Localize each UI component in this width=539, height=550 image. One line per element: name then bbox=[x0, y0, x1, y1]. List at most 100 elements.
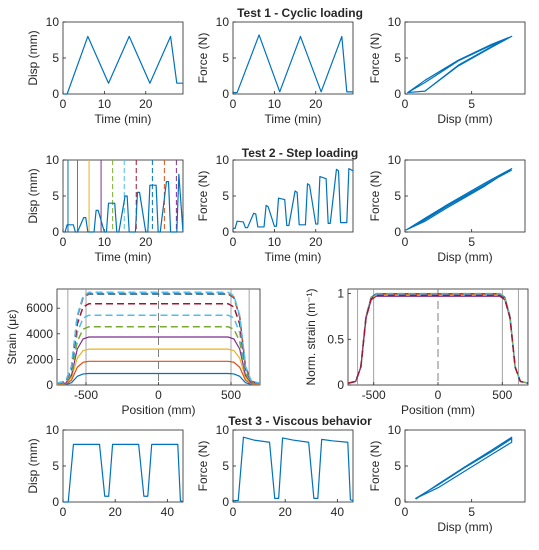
y-axis-label: Disp (mm) bbox=[26, 438, 40, 493]
y-tick-label: 0 bbox=[337, 378, 344, 392]
y-tick-label: 10 bbox=[46, 15, 60, 29]
y-axis-label: Force (N) bbox=[368, 441, 382, 492]
y-tick-label: 10 bbox=[216, 423, 230, 437]
chart-t3-force-disp: 0 5 0 5 10 Disp (mm) Force (N) bbox=[368, 423, 526, 534]
x-tick-label: 0 bbox=[230, 235, 237, 249]
y-tick-label: 10 bbox=[46, 423, 60, 437]
x-axis-label: Time (min) bbox=[95, 250, 152, 264]
y-tick-label: 10 bbox=[388, 423, 402, 437]
y-axis-label: Strain (με) bbox=[5, 310, 19, 365]
chart-t1-force-disp: 0 5 0 5 10 Disp (mm) Force (N) bbox=[368, 15, 526, 126]
x-axis-label: Time (min) bbox=[265, 250, 322, 264]
x-tick-label: -500 bbox=[74, 388, 98, 402]
chart-norm-strain-position: -500 0 500 0 0.5 1 Position (mm) Norm. strain (… bbox=[304, 287, 529, 417]
axes-box bbox=[62, 429, 184, 503]
x-tick-label: 0 bbox=[402, 505, 409, 519]
y-tick-label: 5 bbox=[222, 189, 229, 203]
series-line bbox=[405, 168, 513, 231]
x-tick-label: 40 bbox=[331, 505, 345, 519]
y-tick-label: 10 bbox=[388, 153, 402, 167]
x-tick-label: 0 bbox=[230, 97, 237, 111]
series-line bbox=[56, 360, 261, 386]
y-tick-label: 2000 bbox=[26, 352, 53, 366]
y-tick-label: 10 bbox=[216, 15, 230, 29]
y-axis-label: Force (N) bbox=[196, 441, 210, 492]
y-axis-label: Disp (mm) bbox=[26, 30, 40, 85]
y-tick-label: 1 bbox=[337, 287, 344, 301]
series-line bbox=[233, 168, 354, 229]
y-tick-label: 0 bbox=[222, 495, 229, 509]
series-line bbox=[347, 294, 529, 384]
y-axis-label: Norm. strain (m⁻¹) bbox=[304, 289, 318, 386]
x-tick-label: 10 bbox=[268, 235, 282, 249]
x-axis-label: Disp (mm) bbox=[437, 250, 492, 264]
y-axis-label: Disp (mm) bbox=[26, 168, 40, 223]
series-line bbox=[407, 35, 513, 94]
x-tick-label: 10 bbox=[268, 97, 282, 111]
chart-t2-force-disp: 0 5 0 5 10 Disp (mm) Force (N) bbox=[368, 153, 526, 264]
x-axis-label: Time (min) bbox=[265, 112, 322, 126]
x-tick-label: 0 bbox=[230, 505, 237, 519]
y-tick-label: 0.5 bbox=[327, 332, 344, 346]
x-tick-label: 500 bbox=[221, 388, 241, 402]
x-tick-label: 0 bbox=[60, 97, 67, 111]
y-tick-label: 0 bbox=[52, 495, 59, 509]
x-axis-label: Position (mm) bbox=[401, 403, 475, 417]
x-tick-label: 500 bbox=[492, 388, 512, 402]
y-tick-label: 5 bbox=[52, 51, 59, 65]
x-tick-label: 5 bbox=[468, 505, 475, 519]
y-tick-label: 10 bbox=[388, 15, 402, 29]
y-tick-label: 0 bbox=[46, 378, 53, 392]
y-tick-label: 10 bbox=[216, 153, 230, 167]
x-tick-label: 5 bbox=[468, 235, 475, 249]
y-tick-label: 0 bbox=[222, 87, 229, 101]
x-tick-label: 0 bbox=[60, 235, 67, 249]
x-tick-label: 0 bbox=[60, 505, 67, 519]
section-title-test3: Test 3 - Viscous behavior bbox=[228, 414, 372, 428]
series-line bbox=[63, 173, 184, 233]
x-tick-label: 40 bbox=[161, 505, 175, 519]
y-tick-label: 0 bbox=[222, 225, 229, 239]
y-tick-label: 5 bbox=[52, 459, 59, 473]
x-tick-label: 0 bbox=[435, 388, 442, 402]
axes-box bbox=[232, 159, 354, 233]
y-tick-label: 6000 bbox=[26, 301, 53, 315]
y-tick-label: 0 bbox=[52, 225, 59, 239]
x-tick-label: 20 bbox=[309, 235, 323, 249]
y-axis-label: Force (N) bbox=[368, 33, 382, 84]
y-tick-label: 10 bbox=[46, 153, 60, 167]
x-tick-label: 20 bbox=[139, 235, 153, 249]
axes-box bbox=[232, 429, 354, 503]
section-title-test1: Test 1 - Cyclic loading bbox=[237, 6, 363, 20]
series-line bbox=[63, 35, 183, 95]
axes-box bbox=[62, 21, 184, 95]
x-tick-label: 20 bbox=[108, 505, 122, 519]
series-line bbox=[56, 348, 261, 385]
y-tick-label: 5 bbox=[394, 459, 401, 473]
series-line bbox=[233, 34, 353, 94]
series-line bbox=[56, 372, 261, 386]
series-line bbox=[56, 291, 261, 384]
y-axis-label: Force (N) bbox=[196, 33, 210, 84]
x-axis-label: Position (mm) bbox=[121, 403, 195, 417]
series-line bbox=[415, 436, 513, 500]
series-line bbox=[63, 443, 184, 503]
x-axis-label: Disp (mm) bbox=[437, 112, 492, 126]
x-tick-label: 0 bbox=[402, 97, 409, 111]
y-tick-label: 0 bbox=[394, 87, 401, 101]
x-tick-label: 20 bbox=[309, 97, 323, 111]
x-axis-label: Disp (mm) bbox=[437, 520, 492, 534]
x-tick-label: 0 bbox=[402, 235, 409, 249]
section-title-test2: Test 2 - Step loading bbox=[242, 146, 358, 160]
y-tick-label: 0 bbox=[394, 495, 401, 509]
y-axis-label: Force (N) bbox=[368, 171, 382, 222]
y-tick-label: 5 bbox=[222, 459, 229, 473]
x-tick-label: 0 bbox=[155, 388, 162, 402]
x-axis-label: Time (min) bbox=[95, 112, 152, 126]
